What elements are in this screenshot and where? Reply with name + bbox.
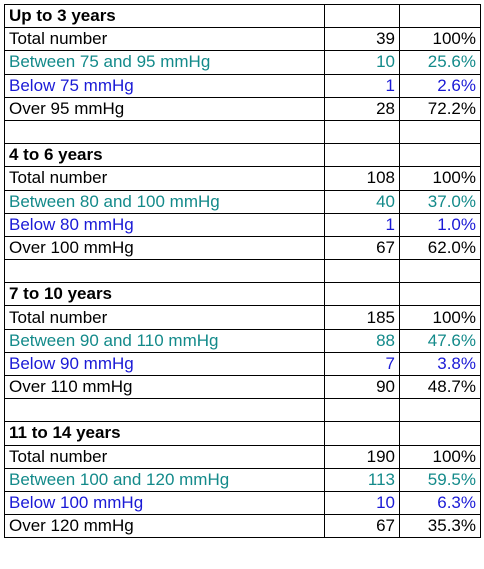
row-count: 190 <box>324 444 400 469</box>
row-percent: 62.0% <box>399 235 481 261</box>
row-percent: 100% <box>399 444 481 469</box>
row-count: 90 <box>324 374 400 400</box>
empty-cell <box>324 3 400 29</box>
row-count: 39 <box>324 27 400 52</box>
row-count: 113 <box>324 467 400 492</box>
row-percent: 2.6% <box>399 73 481 98</box>
row-label: Over 95 mmHg <box>4 96 325 121</box>
spacer-row <box>4 259 481 284</box>
row-label: Between 100 and 120 mmHg <box>4 467 325 492</box>
row-label: Below 80 mmHg <box>4 212 325 237</box>
row-count: 10 <box>324 490 400 516</box>
row-percent: 37.0% <box>399 189 481 214</box>
group-heading-row: 7 to 10 years <box>4 282 481 307</box>
group-heading-row: 11 to 14 years <box>4 421 481 446</box>
group-heading: 7 to 10 years <box>4 282 325 307</box>
row-count: 7 <box>324 351 400 377</box>
group-heading-row: 4 to 6 years <box>4 143 481 168</box>
blood-pressure-table: Up to 3 years Total number 39 100% Betwe… <box>4 3 481 539</box>
group-heading: 11 to 14 years <box>4 421 325 446</box>
empty-cell <box>324 143 400 168</box>
row-label: Below 90 mmHg <box>4 351 325 377</box>
table-row: Total number 185 100% <box>4 305 481 330</box>
table-row: Below 90 mmHg 7 3.8% <box>4 351 481 377</box>
row-label: Between 80 and 100 mmHg <box>4 189 325 214</box>
row-label: Total number <box>4 27 325 52</box>
table-row: Below 75 mmHg 1 2.6% <box>4 73 481 98</box>
row-count: 10 <box>324 50 400 75</box>
empty-cell <box>399 282 481 307</box>
spacer-row <box>4 119 481 145</box>
row-percent: 47.6% <box>399 328 481 353</box>
empty-cell <box>4 119 325 145</box>
table-row: Over 120 mmHg 67 35.3% <box>4 514 481 539</box>
empty-cell <box>324 421 400 446</box>
table-row: Between 75 and 95 mmHg 10 25.6% <box>4 50 481 75</box>
row-label: Between 75 and 95 mmHg <box>4 50 325 75</box>
empty-cell <box>399 3 481 29</box>
row-percent: 25.6% <box>399 50 481 75</box>
row-count: 67 <box>324 235 400 261</box>
empty-cell <box>4 259 325 284</box>
table-row: Over 110 mmHg 90 48.7% <box>4 374 481 400</box>
row-count: 28 <box>324 96 400 121</box>
table-row: Below 80 mmHg 1 1.0% <box>4 212 481 237</box>
table-row: Over 100 mmHg 67 62.0% <box>4 235 481 261</box>
empty-cell <box>4 398 325 423</box>
group-heading-row: Up to 3 years <box>4 3 481 29</box>
table-row: Total number 108 100% <box>4 166 481 191</box>
row-count: 88 <box>324 328 400 353</box>
row-count: 185 <box>324 305 400 330</box>
table-row: Below 100 mmHg 10 6.3% <box>4 490 481 516</box>
row-count: 40 <box>324 189 400 214</box>
group-heading: 4 to 6 years <box>4 143 325 168</box>
table-row: Between 100 and 120 mmHg 113 59.5% <box>4 467 481 492</box>
row-label: Over 110 mmHg <box>4 374 325 400</box>
table-row: Between 90 and 110 mmHg 88 47.6% <box>4 328 481 353</box>
row-count: 1 <box>324 73 400 98</box>
row-count: 108 <box>324 166 400 191</box>
row-label: Below 75 mmHg <box>4 73 325 98</box>
row-percent: 6.3% <box>399 490 481 516</box>
row-count: 67 <box>324 514 400 539</box>
row-percent: 35.3% <box>399 514 481 539</box>
empty-cell <box>399 143 481 168</box>
row-count: 1 <box>324 212 400 237</box>
empty-cell <box>324 398 400 423</box>
empty-cell <box>399 421 481 446</box>
row-label: Between 90 and 110 mmHg <box>4 328 325 353</box>
row-label: Over 100 mmHg <box>4 235 325 261</box>
row-label: Total number <box>4 444 325 469</box>
empty-cell <box>324 282 400 307</box>
row-percent: 3.8% <box>399 351 481 377</box>
empty-cell <box>324 119 400 145</box>
empty-cell <box>399 259 481 284</box>
row-label: Below 100 mmHg <box>4 490 325 516</box>
empty-cell <box>399 398 481 423</box>
row-percent: 59.5% <box>399 467 481 492</box>
row-percent: 1.0% <box>399 212 481 237</box>
table-row: Total number 190 100% <box>4 444 481 469</box>
table-row: Between 80 and 100 mmHg 40 37.0% <box>4 189 481 214</box>
row-percent: 100% <box>399 27 481 52</box>
row-label: Total number <box>4 166 325 191</box>
row-percent: 72.2% <box>399 96 481 121</box>
row-label: Over 120 mmHg <box>4 514 325 539</box>
group-heading: Up to 3 years <box>4 3 325 29</box>
table-row: Total number 39 100% <box>4 27 481 52</box>
row-percent: 100% <box>399 305 481 330</box>
spacer-row <box>4 398 481 423</box>
row-percent: 100% <box>399 166 481 191</box>
row-label: Total number <box>4 305 325 330</box>
empty-cell <box>399 119 481 145</box>
row-percent: 48.7% <box>399 374 481 400</box>
table-row: Over 95 mmHg 28 72.2% <box>4 96 481 121</box>
empty-cell <box>324 259 400 284</box>
